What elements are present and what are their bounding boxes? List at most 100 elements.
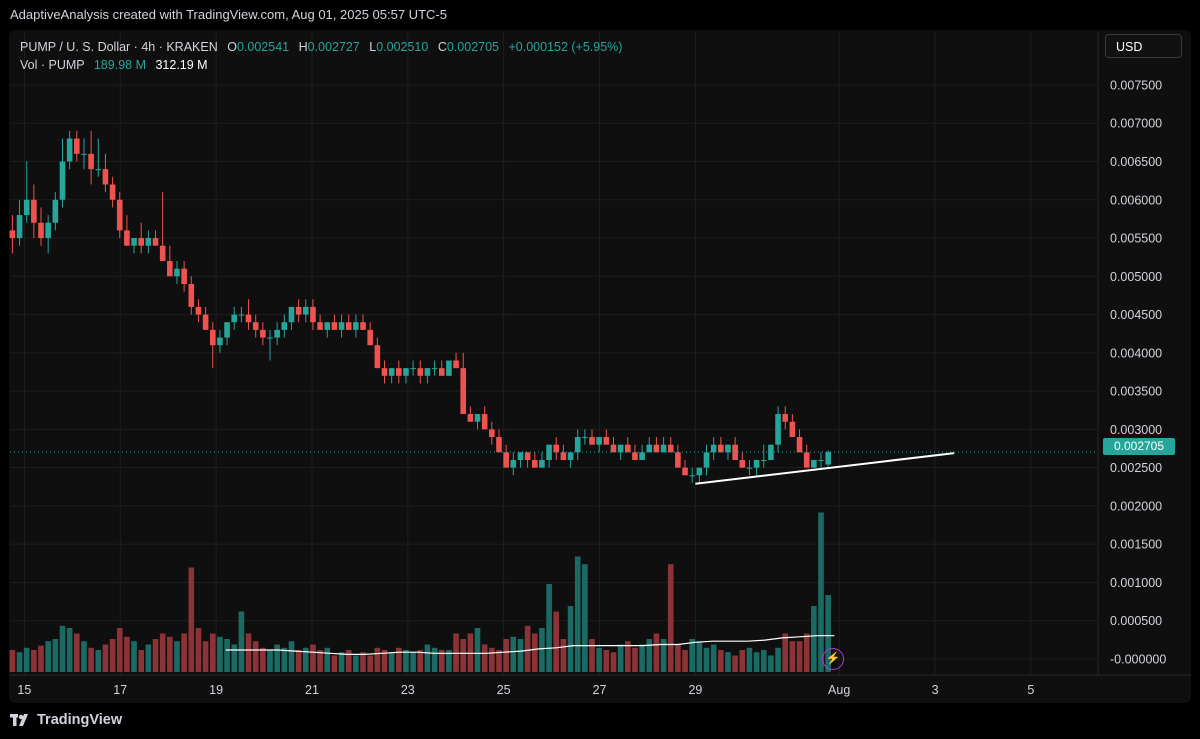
candle-body [138,238,145,246]
candle-body [453,360,459,369]
candle-body [238,314,245,316]
time-tick-label: Aug [828,683,850,697]
candle-body [582,437,588,439]
candle-body [796,437,803,453]
volume-bar [660,639,667,672]
candle-body [124,230,130,246]
candle-body [52,199,59,223]
candle-body [624,444,631,453]
candle-body [811,459,817,468]
price-tick-label: 0.001000 [1110,576,1162,590]
volume-bar [224,639,230,672]
price-tick-label: 0.006500 [1110,155,1162,169]
legend-low-label: L [369,40,377,54]
candle-body [324,322,331,330]
price-tick-label: 0.005500 [1110,232,1162,246]
candle-body [73,138,80,154]
candle-body [16,215,23,239]
candle-body [23,199,30,216]
price-tick-label: 0.005000 [1110,270,1162,284]
candle-body [574,437,581,453]
volume-bar [245,633,252,672]
volume-bar [202,641,209,672]
candle-body [116,199,123,231]
time-tick-label: 21 [305,683,319,697]
volume-bar [109,639,116,672]
volume-bar [252,641,259,672]
candle-body [639,452,645,460]
volume-bar [267,650,273,672]
volume-bar [531,633,538,672]
volume-bar [367,655,373,672]
volume-bar [624,641,631,672]
volume-bar [217,636,223,672]
volume-bar [145,644,152,672]
volume-bar [288,641,295,672]
candle-body [531,459,538,468]
price-tick-label: -0.000000 [1110,652,1166,666]
candle-body [109,184,116,200]
volume-bar [617,644,624,672]
candle-body [417,368,424,376]
candle-body [803,452,810,468]
candle-body [718,444,724,453]
volume-bar [174,641,180,672]
candle-body [217,337,223,346]
time-tick-label: 25 [497,683,511,697]
price-tick-label: 0.002000 [1110,499,1162,513]
volume-bar [481,644,488,672]
volume-bar [331,655,338,672]
price-tick-label: 0.006000 [1110,193,1162,207]
legend-close-label: C [437,40,447,54]
volume-bar [274,644,280,672]
candle-body [539,459,545,468]
candle-body [381,368,388,376]
volume-bar [474,628,481,672]
price-tick-label: 0.004500 [1110,308,1162,322]
time-tick-label: 19 [209,683,223,697]
candle-body [310,306,316,323]
volume-bar [775,647,781,672]
last-price-label: 0.002705 [1103,438,1175,455]
volume-bar [803,633,810,672]
volume-bar [66,628,73,672]
volume-bar [667,564,674,672]
time-tick-label: 27 [593,683,607,697]
candle-body [231,314,238,323]
candle-body [775,414,781,445]
candle-body [517,452,524,460]
candle-body [653,444,660,453]
volume-bar [818,512,824,672]
candle-body [696,467,703,476]
volume-bar [38,645,44,672]
candle-body [396,368,402,376]
candle-body [66,138,73,162]
volume-bar [131,641,137,672]
candle-body [782,414,789,422]
candle-body [596,437,602,445]
legend-volume-label[interactable]: Vol · PUMP [20,58,85,72]
volume-bar [396,647,402,672]
candle-body [675,452,681,468]
candle-body [725,444,731,453]
volume-bar [725,652,731,672]
legend-volume-row: Vol · PUMP 189.98 M 312.19 M [20,56,622,74]
flash-icon[interactable]: ⚡ [822,648,844,670]
volume-bar [424,644,431,672]
legend-volume-value: 312.19 M [155,58,208,72]
legend-volume-ma: 189.98 M [93,58,146,72]
volume-bar [410,652,416,672]
currency-button[interactable]: USD [1105,34,1182,58]
tradingview-logo[interactable]: TradingView [10,712,122,728]
legend-symbol[interactable]: PUMP / U. S. Dollar · 4h · KRAKEN [20,40,218,54]
candle-body [188,283,195,307]
volume-bar [610,652,617,672]
candle-body [732,444,738,460]
volume-bar [574,556,581,672]
candle-body [603,437,610,445]
volume-bar [539,628,545,672]
time-tick-label: 29 [688,683,702,697]
volume-bar [603,650,610,672]
